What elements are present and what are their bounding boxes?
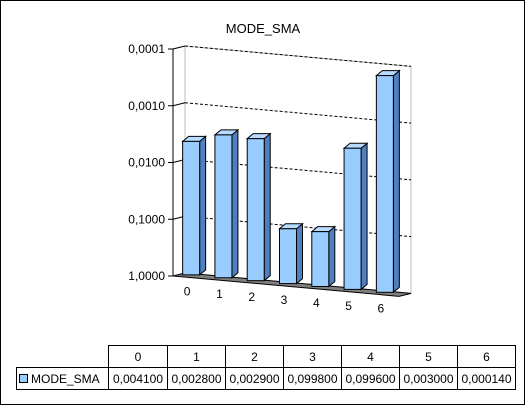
gridline-side: [172, 45, 186, 50]
data-table-category-cell: 3: [283, 345, 342, 368]
bar-side: [328, 225, 336, 288]
bar-front: [375, 75, 394, 293]
x-tick-label: 0: [184, 284, 191, 298]
bar: [342, 142, 369, 291]
bar: [374, 69, 401, 294]
data-table-category-cell: 4: [341, 345, 400, 368]
x-tick-label: 4: [313, 296, 320, 310]
y-tick-label: 0,0010: [128, 99, 165, 113]
data-table-category-cell: 1: [167, 345, 226, 368]
gridline: [184, 45, 412, 67]
bar-side: [199, 135, 207, 276]
x-tick-label: 5: [345, 299, 352, 313]
bar-front: [246, 138, 265, 282]
bar-side: [231, 128, 239, 279]
chart-floor: [172, 272, 412, 297]
data-table-row: MODE_SMA 0,004100 0,002800 0,002900 0,09980…: [16, 367, 516, 390]
chart-title: MODE_SMA: [226, 21, 301, 36]
bar-front: [214, 134, 233, 279]
chart-plot: MODE_SMA 1,00000,10000,01000,00100,0001 …: [128, 21, 412, 316]
bar-side: [263, 132, 271, 282]
bar: [310, 225, 337, 288]
y-tick-label: 1,0000: [128, 269, 165, 283]
bar: [245, 132, 272, 282]
bar-side: [296, 222, 303, 285]
data-table-value-cell: 0,000140: [457, 367, 516, 390]
y-tick-label: 0,0001: [128, 42, 165, 56]
y-tick-label: 0,0100: [128, 156, 165, 170]
bar: [181, 135, 208, 276]
data-table-series-cell: MODE_SMA: [16, 367, 109, 390]
data-table-value-cell: 0,002800: [167, 367, 226, 390]
bar-front: [279, 228, 297, 285]
bar-side: [360, 142, 368, 291]
data-table-category-cell: 5: [399, 345, 458, 368]
bar-side: [392, 69, 400, 294]
bar-front: [311, 231, 330, 287]
bar-front: [182, 140, 201, 276]
gridline: [184, 102, 412, 124]
data-table-category-cell: 2: [225, 345, 284, 368]
data-table-category-cell: 0: [108, 345, 168, 368]
data-table-series-name: MODE_SMA: [31, 371, 100, 386]
data-table-value-cell: 0,003000: [399, 367, 458, 390]
bar: [278, 222, 304, 285]
data-table-value-cell: 0,099600: [341, 367, 400, 390]
x-tick-label: 1: [216, 287, 223, 301]
y-tick-label: 0,1000: [128, 212, 165, 226]
x-tick-label: 3: [281, 293, 288, 307]
data-table-value-cell: 0,004100: [108, 367, 168, 390]
data-table-category-cell: 6: [457, 345, 516, 368]
gridline-side: [172, 102, 186, 107]
data-table-corner: [17, 346, 109, 368]
bar: [213, 128, 240, 279]
legend-key-icon: [19, 373, 28, 383]
bar-front: [343, 147, 362, 290]
x-tick-label: 2: [248, 290, 255, 304]
data-table-value-cell: 0,002900: [225, 367, 284, 390]
x-tick-label: 6: [378, 302, 385, 316]
data-table-value-cell: 0,099800: [283, 367, 342, 390]
